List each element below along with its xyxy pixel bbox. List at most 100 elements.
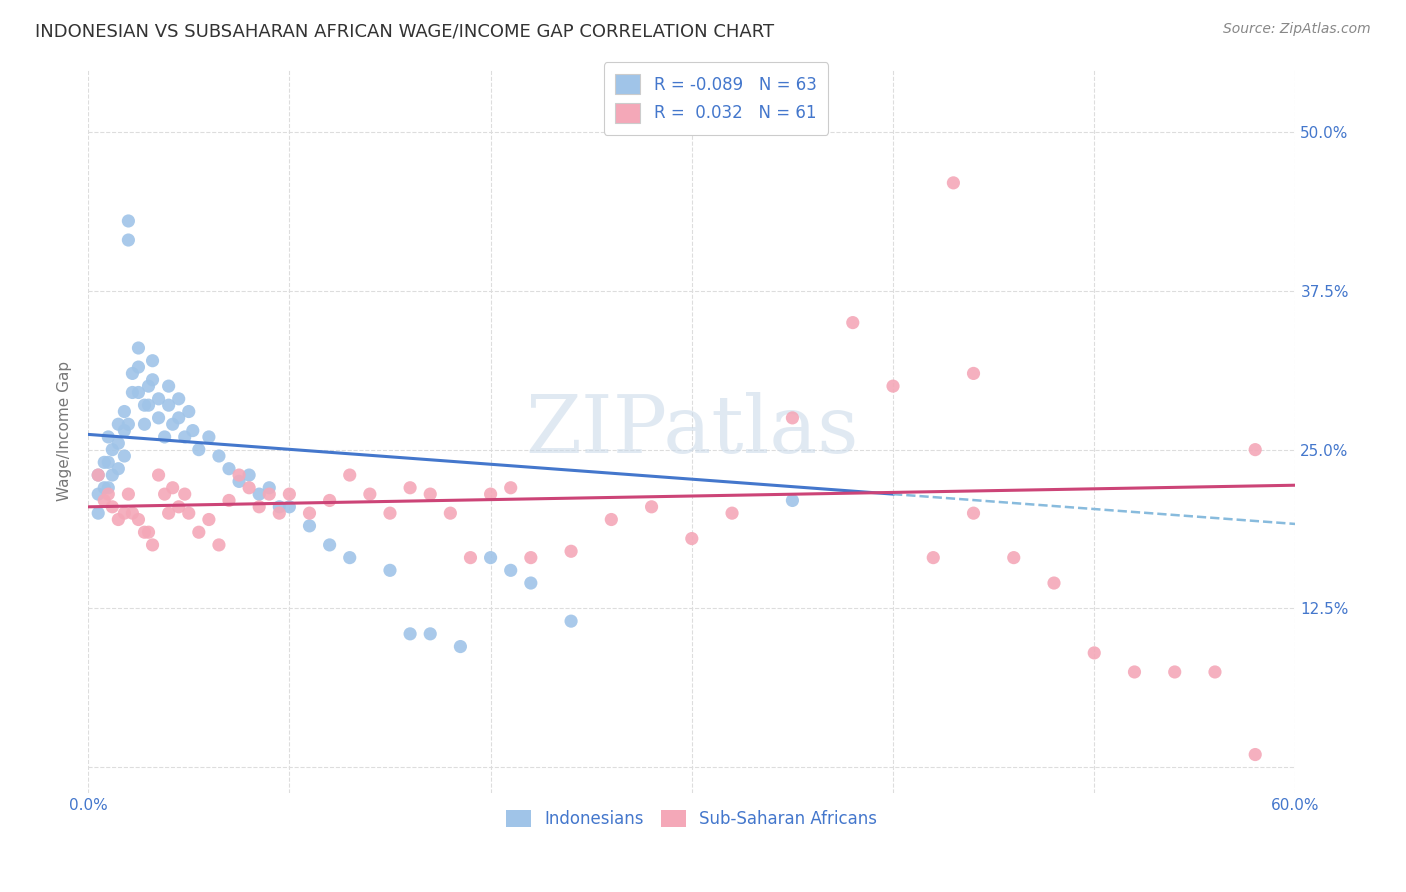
Point	[112, 506, 135, 520]
Point	[318, 493, 340, 508]
Point	[97, 455, 120, 469]
Point	[640, 500, 662, 514]
Point	[127, 341, 149, 355]
Point	[187, 525, 209, 540]
Point	[339, 468, 361, 483]
Point	[162, 417, 184, 432]
Point	[167, 392, 190, 406]
Point	[87, 506, 110, 520]
Point	[187, 442, 209, 457]
Point	[479, 487, 502, 501]
Point	[378, 563, 401, 577]
Point	[177, 404, 200, 418]
Point	[1083, 646, 1105, 660]
Point	[101, 442, 124, 457]
Text: INDONESIAN VS SUBSAHARAN AFRICAN WAGE/INCOME GAP CORRELATION CHART: INDONESIAN VS SUBSAHARAN AFRICAN WAGE/IN…	[35, 22, 775, 40]
Point	[87, 468, 110, 483]
Point	[148, 410, 170, 425]
Legend: Indonesians, Sub-Saharan Africans: Indonesians, Sub-Saharan Africans	[499, 804, 884, 835]
Point	[157, 398, 180, 412]
Point	[101, 500, 124, 514]
Point	[167, 410, 190, 425]
Text: ZIPatlas: ZIPatlas	[524, 392, 859, 469]
Point	[97, 430, 120, 444]
Point	[1164, 665, 1187, 679]
Point	[439, 506, 461, 520]
Point	[1244, 442, 1267, 457]
Point	[842, 316, 865, 330]
Point	[181, 424, 204, 438]
Point	[127, 360, 149, 375]
Point	[208, 449, 231, 463]
Point	[782, 410, 804, 425]
Point	[138, 379, 160, 393]
Point	[479, 550, 502, 565]
Point	[228, 475, 250, 489]
Point	[419, 627, 441, 641]
Point	[419, 487, 441, 501]
Point	[138, 398, 160, 412]
Point	[247, 487, 270, 501]
Point	[298, 519, 321, 533]
Point	[117, 417, 139, 432]
Point	[1123, 665, 1146, 679]
Point	[198, 430, 221, 444]
Point	[499, 563, 522, 577]
Point	[359, 487, 381, 501]
Point	[278, 500, 301, 514]
Point	[141, 373, 163, 387]
Point	[962, 506, 984, 520]
Point	[121, 506, 143, 520]
Point	[134, 398, 156, 412]
Point	[782, 493, 804, 508]
Point	[117, 214, 139, 228]
Point	[600, 512, 623, 526]
Point	[208, 538, 231, 552]
Point	[1002, 550, 1025, 565]
Point	[141, 353, 163, 368]
Point	[520, 550, 543, 565]
Point	[278, 487, 301, 501]
Point	[153, 487, 176, 501]
Point	[107, 417, 129, 432]
Point	[134, 525, 156, 540]
Point	[97, 481, 120, 495]
Point	[560, 614, 582, 628]
Point	[922, 550, 945, 565]
Point	[112, 404, 135, 418]
Point	[298, 506, 321, 520]
Point	[218, 493, 240, 508]
Point	[117, 233, 139, 247]
Text: Source: ZipAtlas.com: Source: ZipAtlas.com	[1223, 22, 1371, 37]
Point	[87, 487, 110, 501]
Point	[162, 481, 184, 495]
Point	[93, 455, 115, 469]
Point	[173, 487, 195, 501]
Point	[97, 487, 120, 501]
Point	[167, 500, 190, 514]
Point	[520, 576, 543, 591]
Point	[721, 506, 744, 520]
Point	[93, 481, 115, 495]
Point	[107, 461, 129, 475]
Point	[112, 449, 135, 463]
Point	[141, 538, 163, 552]
Point	[499, 481, 522, 495]
Point	[1244, 747, 1267, 762]
Point	[269, 500, 291, 514]
Point	[157, 379, 180, 393]
Point	[127, 385, 149, 400]
Point	[127, 512, 149, 526]
Point	[134, 417, 156, 432]
Point	[148, 392, 170, 406]
Point	[962, 367, 984, 381]
Point	[177, 506, 200, 520]
Point	[1043, 576, 1066, 591]
Point	[87, 468, 110, 483]
Point	[449, 640, 471, 654]
Point	[942, 176, 965, 190]
Point	[560, 544, 582, 558]
Point	[1204, 665, 1226, 679]
Point	[198, 512, 221, 526]
Point	[399, 627, 422, 641]
